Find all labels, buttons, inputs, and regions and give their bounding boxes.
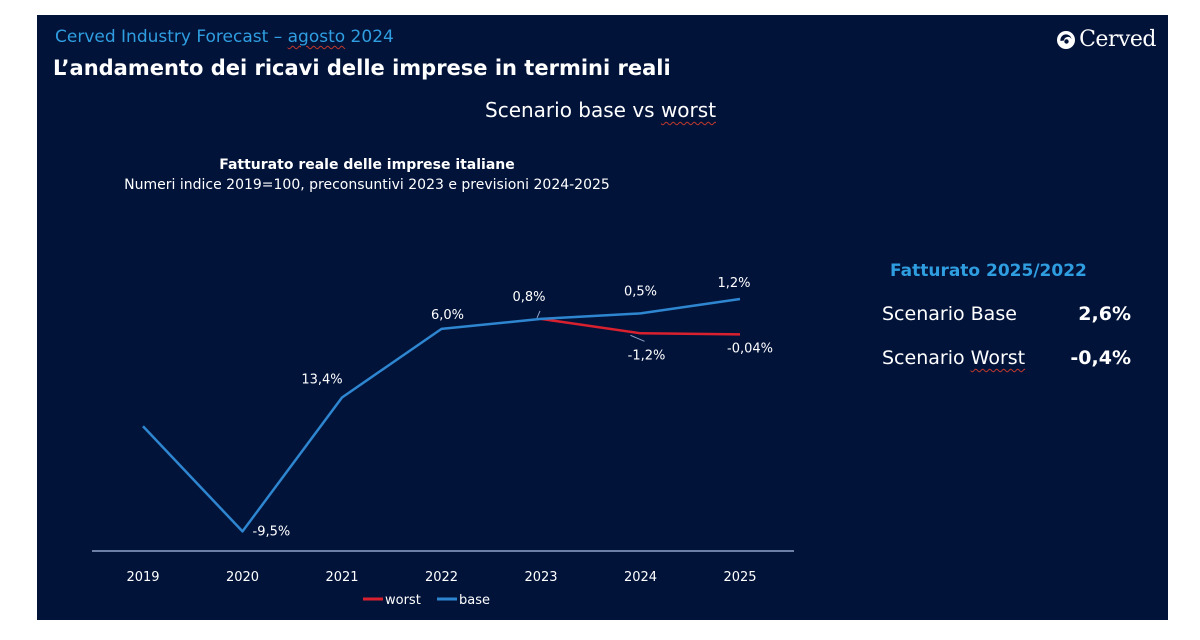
x-tick-label: 2023 — [524, 570, 557, 585]
data-label-worst: -1,2% — [628, 348, 666, 363]
x-tick-label: 2022 — [425, 570, 458, 585]
label-leader-line — [630, 334, 645, 342]
label-leader-line — [536, 310, 541, 319]
data-label-base: 0,5% — [624, 284, 657, 299]
summary-label-prefix: Scenario — [882, 303, 971, 325]
x-tick-label: 2020 — [226, 570, 259, 585]
chart-subtitle: Numeri indice 2019=100, preconsuntivi 20… — [124, 177, 610, 193]
cerved-logo: Cerved — [1056, 27, 1156, 52]
chart-title: Fatturato reale delle imprese italiane — [219, 157, 515, 173]
legend-label-base: base — [459, 593, 490, 608]
summary-label-word: Base — [970, 303, 1017, 325]
cerved-swirl-icon — [1057, 30, 1076, 49]
legend-label-worst: worst — [385, 593, 421, 608]
page-title: L’andamento dei ricavi delle imprese in … — [53, 56, 671, 80]
scenario-title: Scenario base vs worst — [485, 98, 716, 122]
summary-label-prefix: Scenario — [882, 347, 971, 369]
series-line-worst — [540, 317, 741, 336]
summary-value-worst: -0,4% — [1070, 347, 1131, 369]
slide-panel: Cerved Industry Forecast – agosto 2024 L… — [37, 15, 1168, 620]
line-chart: 2019 2020 2021 2022 2023 2024 2025 -1,2% -0,04% -… — [92, 276, 794, 608]
summary-label-base: Scenario Base — [882, 303, 1017, 325]
data-label-worst: -0,04% — [727, 341, 773, 356]
data-label-base: 13,4% — [301, 372, 342, 387]
report-kicker: Cerved Industry Forecast – agosto 2024 — [55, 27, 394, 47]
data-label-base: 6,0% — [431, 308, 464, 323]
x-tick-label: 2019 — [126, 570, 159, 585]
data-label-base: 1,2% — [717, 276, 750, 291]
kicker-month: agosto — [287, 27, 346, 47]
x-tick-label: 2025 — [723, 570, 756, 585]
series-line-base — [142, 297, 741, 533]
x-tick-label: 2024 — [624, 570, 657, 585]
summary-label-worst: Scenario Worst — [882, 347, 1025, 369]
kicker-prefix: Cerved Industry Forecast – — [55, 27, 288, 47]
data-label-base: -9,5% — [253, 524, 291, 539]
logo-text: Cerved — [1079, 27, 1156, 52]
x-tick-label: 2021 — [325, 570, 358, 585]
scenario-word: worst — [660, 98, 717, 122]
kicker-year: 2024 — [345, 27, 394, 47]
summary-label-word: Worst — [970, 347, 1026, 369]
summary-title: Fatturato 2025/2022 — [890, 261, 1087, 281]
data-label-base: 0,8% — [512, 290, 545, 305]
scenario-prefix: Scenario base vs — [485, 98, 661, 122]
summary-value-base: 2,6% — [1078, 303, 1131, 325]
